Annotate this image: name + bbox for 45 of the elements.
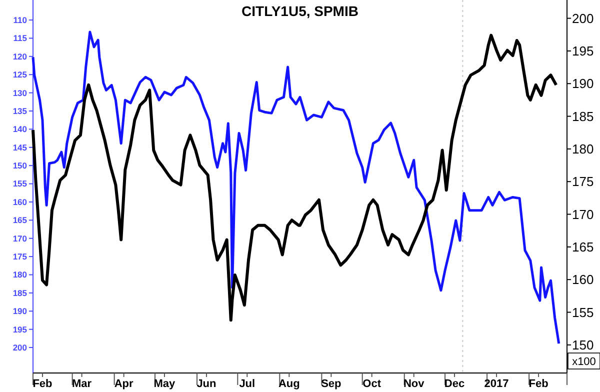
y-tick-label: 185: [12, 288, 28, 298]
y2-tick-label: 190: [572, 76, 594, 92]
y-tick-label: 120: [12, 51, 28, 62]
y-tick-label: 195: [12, 324, 28, 334]
y-tick-label: 175: [12, 252, 28, 262]
y-tick-label: 150: [12, 160, 28, 171]
x-tick-label: Feb: [32, 378, 53, 390]
y2-tick-label: 155: [572, 304, 594, 320]
y-tick-label: 190: [12, 306, 28, 316]
y-tick-label: 130: [12, 88, 28, 98]
y2-tick-label: 175: [572, 174, 594, 190]
y2-tick-label: 165: [572, 239, 594, 254]
chart-title: CITLY1U5, SPMIB: [242, 3, 358, 19]
y2-tick-label: 195: [572, 44, 594, 59]
x-tick-label: Sep: [321, 378, 342, 390]
y2-tick-label: 150: [572, 337, 594, 352]
x-tick-label: Dec: [444, 378, 465, 390]
x-tick-label: Apr: [114, 378, 134, 390]
y2-tick-label: 180: [572, 141, 594, 156]
x-tick-label: May: [154, 378, 176, 390]
y2-tick-label: 185: [572, 108, 594, 124]
x-tick-label: Jul: [239, 378, 256, 390]
y-tick-label: 140: [12, 124, 28, 134]
y-tick-label: 115: [13, 33, 28, 44]
y-tick-label: 155: [12, 178, 28, 189]
y2-tick-label: 170: [572, 206, 594, 222]
y2-tick-label: 200: [572, 10, 594, 26]
x-tick-label: Aug: [278, 378, 300, 390]
x-tick-label: Feb: [528, 378, 549, 390]
x-tick-label: 2017: [484, 378, 509, 390]
x-tick-label: Mar: [72, 378, 92, 390]
y-tick-label: 125: [12, 70, 28, 80]
x-tick-label: Oct: [362, 378, 382, 390]
text: x100: [572, 356, 596, 368]
y-tick-label: 135: [12, 106, 28, 116]
y-tick-label: 170: [12, 233, 28, 244]
y-tick-label: 110: [13, 14, 28, 25]
y2-tick-label: 160: [572, 272, 594, 288]
x-tick-label: Nov: [403, 378, 426, 390]
x-tick-label: Jun: [196, 378, 217, 390]
y-tick-label: 165: [12, 215, 28, 226]
y-tick-label: 145: [12, 142, 28, 152]
y-tick-label: 160: [12, 196, 28, 207]
y-tick-label: 200: [12, 342, 28, 352]
y-tick-label: 180: [12, 270, 28, 280]
